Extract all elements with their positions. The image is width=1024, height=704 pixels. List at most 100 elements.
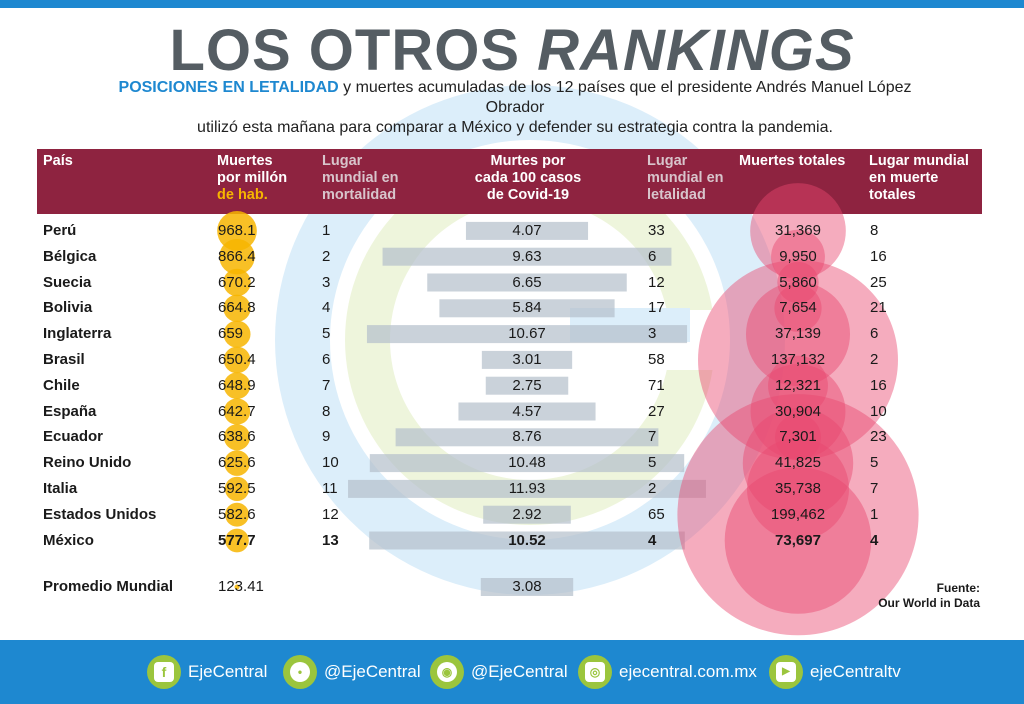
- bubble-total-deaths: [750, 364, 846, 459]
- bubble-per-million: [223, 372, 251, 400]
- cell-per-million: 968.1: [218, 221, 256, 239]
- cell-per-100-cases: 8.76: [512, 428, 542, 446]
- header-casos-line2: cada 100 casos: [474, 170, 582, 186]
- cell-country: Bélgica: [43, 247, 97, 265]
- header-lugar-totales-line3: totales: [869, 187, 916, 203]
- cell-total-deaths: 37,139: [775, 325, 821, 343]
- bar-per-100-cases: [382, 247, 672, 266]
- cell-total-deaths: 30,904: [775, 402, 821, 420]
- cell-rank-total: 4: [870, 531, 879, 549]
- cell-rank-mortality: 11: [322, 479, 338, 497]
- cell-rank-total: 16: [870, 247, 887, 265]
- header-lugar-mortalidad-line1: Lugar: [322, 153, 363, 169]
- cell-rank-lethality: 65: [648, 505, 665, 523]
- cell-rank-total: 16: [870, 376, 887, 394]
- cell-per-million: 577.7: [218, 531, 256, 549]
- header-muertes-millon-line3: de hab.: [217, 187, 268, 203]
- header-muertes-millon-line1: Muertes: [217, 153, 273, 169]
- bubble-per-million: [225, 528, 249, 553]
- cell-rank-total: 5: [870, 454, 879, 472]
- cell-per-million: 866.4: [218, 247, 256, 265]
- header-lugar-mortalidad-line2: mundial en: [322, 170, 399, 186]
- bubble-per-million: [234, 584, 240, 590]
- cell-country: España: [43, 402, 97, 420]
- footer-facebook-label: EjeCentral: [188, 662, 268, 681]
- cell-rank-lethality: 7: [648, 428, 657, 446]
- cell-rank-lethality: 2: [648, 479, 657, 497]
- cell-rank-lethality: 3: [648, 325, 657, 343]
- footer-youtube[interactable]: ▶ ejeCentraltv: [769, 652, 901, 692]
- twitter-icon: •: [283, 655, 317, 689]
- footer-instagram[interactable]: ◎ ejecentral.com.mx: [578, 652, 757, 692]
- cell-country: Ecuador: [43, 428, 104, 446]
- cell-average-per-100-cases: 3.08: [512, 578, 542, 595]
- footer-instagram-label: ejecentral.com.mx: [619, 662, 757, 681]
- bar-per-100-cases: [439, 299, 615, 318]
- header-casos-line3: de Covid-19: [486, 187, 570, 203]
- subtitle-line2: utilizó esta mañana para comparar a Méxi…: [197, 119, 833, 136]
- page-title: LOS OTROS RANKINGS: [0, 22, 1024, 80]
- cell-rank-mortality: 6: [322, 350, 331, 368]
- header-casos: Murtes por cada 100 casos de Covid-19: [457, 153, 599, 204]
- cell-total-deaths: 7,654: [779, 299, 817, 317]
- cell-per-million: 592.5: [218, 479, 256, 497]
- header-pais: País: [43, 153, 73, 169]
- cell-country: Perú: [43, 221, 77, 239]
- cell-total-deaths: 12,321: [775, 376, 821, 394]
- bar-per-100-cases: [480, 578, 574, 596]
- cell-rank-lethality: 12: [648, 273, 665, 291]
- header-lugar-totales-line2: en muerte: [869, 170, 939, 186]
- bar-per-100-cases: [485, 376, 569, 395]
- cell-per-million: 648.9: [218, 376, 256, 394]
- bubble-total-deaths: [774, 284, 822, 332]
- source-name: Our World in Data: [878, 596, 980, 610]
- bubble-per-million: [223, 320, 251, 348]
- subtitle-highlight: POSICIONES EN LETALIDAD: [118, 79, 339, 96]
- header-lugar-letalidad: Lugar mundial en letalidad: [647, 153, 724, 204]
- cell-rank-total: 2: [870, 350, 879, 368]
- cell-per-100-cases: 4.07: [512, 221, 542, 239]
- header-lugar-totales-line1: Lugar mundial: [869, 153, 969, 169]
- header-casos-line1: Murtes por: [490, 153, 566, 169]
- bar-per-100-cases: [395, 428, 659, 447]
- bubble-total-deaths: [777, 261, 819, 304]
- bubble-per-million: [223, 294, 251, 322]
- footer-twitter[interactable]: • @EjeCentral: [283, 652, 421, 692]
- bubble-total-deaths: [677, 394, 919, 636]
- subtitle: POSICIONES EN LETALIDAD y muertes acumul…: [90, 78, 940, 138]
- cell-rank-lethality: 58: [648, 350, 665, 368]
- bubble-per-million: [224, 476, 250, 502]
- cell-rank-mortality: 10: [322, 454, 339, 472]
- footer-facebook[interactable]: f EjeCentral: [147, 652, 267, 692]
- header-muertes-totales: Muertes totales: [739, 153, 846, 169]
- bubble-per-million: [223, 424, 251, 451]
- bar-per-100-cases: [483, 505, 571, 524]
- cell-rank-mortality: 9: [322, 428, 331, 446]
- cell-rank-mortality: 8: [322, 402, 331, 420]
- bubble-per-million: [217, 211, 257, 251]
- cell-average-label: Promedio Mundial: [43, 578, 174, 595]
- facebook-icon: f: [147, 655, 181, 689]
- cell-per-million: 664.8: [218, 299, 256, 317]
- cell-rank-lethality: 17: [648, 299, 665, 317]
- footer-location[interactable]: ◉ @EjeCentral: [430, 652, 568, 692]
- cell-total-deaths: 5,860: [779, 273, 817, 291]
- cell-country: Italia: [43, 479, 78, 497]
- table-header: País Muertes por millón de hab. Lugar mu…: [37, 149, 982, 214]
- bar-per-100-cases: [458, 402, 596, 421]
- cell-total-deaths: 73,697: [775, 531, 821, 549]
- title-italic: RANKINGS: [537, 18, 855, 83]
- bar-per-100-cases: [465, 221, 589, 240]
- cell-total-deaths: 199,462: [770, 505, 826, 523]
- cell-rank-lethality: 71: [648, 376, 665, 394]
- header-lugar-letalidad-line2: mundial en: [647, 170, 724, 186]
- cell-per-100-cases: 2.75: [512, 376, 542, 394]
- bar-per-100-cases: [481, 350, 573, 369]
- cell-rank-mortality: 13: [322, 531, 339, 549]
- cell-rank-lethality: 4: [648, 531, 657, 549]
- header-lugar-mortalidad: Lugar mundial en mortalidad: [322, 153, 399, 204]
- bubble-total-deaths: [750, 183, 846, 279]
- cell-rank-mortality: 7: [322, 376, 331, 394]
- bubble-total-deaths: [768, 355, 828, 416]
- footer-location-label: @EjeCentral: [471, 662, 568, 681]
